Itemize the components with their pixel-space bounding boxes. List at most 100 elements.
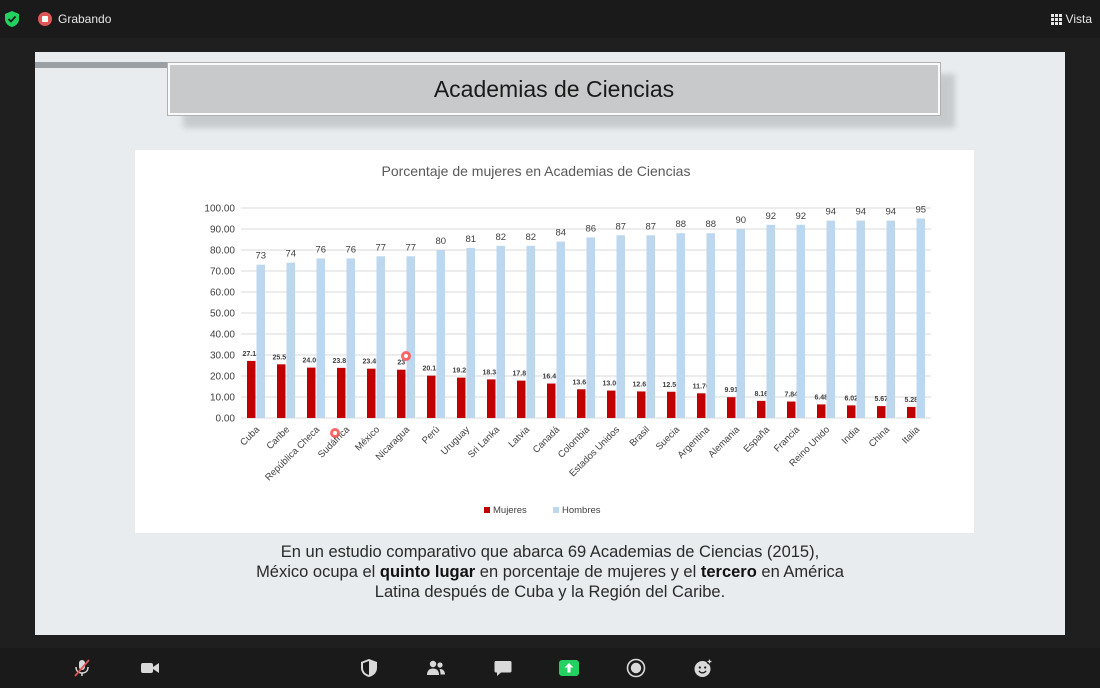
data-label-mujeres: 5.67	[874, 396, 888, 403]
bar-hombres	[526, 245, 535, 418]
data-label-mujeres: 7.84	[784, 392, 798, 399]
x-tick-label: Perú	[420, 424, 442, 446]
data-label-hombres: 94	[825, 207, 836, 218]
bar-mujeres	[847, 405, 856, 418]
pointer-marker-center	[404, 354, 408, 358]
bar-hombres	[316, 258, 325, 418]
caption-line-3: Latina después de Cuba y la Región del C…	[374, 583, 726, 601]
data-label-hombres: 87	[615, 221, 626, 232]
bar-hombres	[586, 237, 595, 418]
meeting-top-bar: Grabando Vista	[0, 0, 1100, 38]
data-label-hombres: 92	[795, 211, 806, 222]
data-label-mujeres: 11.76	[693, 383, 710, 390]
bar-mujeres	[487, 379, 496, 418]
bar-mujeres	[277, 364, 286, 418]
bar-mujeres	[397, 369, 406, 418]
chart-title: Porcentaje de mujeres en Academias de Ci…	[382, 163, 691, 179]
data-label-hombres: 88	[675, 219, 686, 230]
bar-mujeres	[727, 397, 736, 418]
bar-hombres	[916, 218, 925, 418]
x-tick-label: Brasil	[628, 424, 653, 449]
data-label-hombres: 94	[885, 207, 896, 218]
caption-text: México ocupa el	[256, 563, 380, 581]
bar-hombres	[676, 233, 685, 418]
data-label-mujeres: 19.23	[452, 368, 470, 375]
data-label-mujeres: 13.68	[572, 379, 590, 386]
bar-hombres	[646, 235, 655, 418]
bar-mujeres	[757, 400, 766, 418]
share-screen-icon[interactable]	[559, 658, 579, 678]
y-tick-label: 70.00	[210, 267, 235, 278]
data-label-hombres: 94	[855, 207, 866, 218]
pointer-marker-center	[333, 431, 337, 435]
caption-emphasis-tercero: tercero	[700, 563, 757, 581]
reactions-icon[interactable]	[693, 658, 713, 678]
bar-hombres	[736, 229, 745, 418]
legend-label-hombres: Hombres	[562, 505, 601, 516]
security-shield-icon[interactable]	[359, 658, 379, 678]
data-label-hombres: 84	[555, 228, 566, 239]
data-label-hombres: 76	[345, 244, 356, 255]
x-tick-label: España	[742, 424, 773, 455]
shield-icon[interactable]	[5, 11, 19, 27]
data-label-mujeres: 25.56	[272, 354, 290, 361]
x-tick-label: Sri Lanka	[466, 424, 503, 461]
y-tick-label: 20.00	[210, 372, 235, 383]
chat-icon[interactable]	[493, 658, 513, 678]
bar-hombres	[616, 235, 625, 418]
bar-hombres	[256, 264, 265, 418]
bar-mujeres	[607, 390, 616, 418]
bar-mujeres	[517, 380, 526, 418]
shared-screen-slide: Academias de Ciencias Porcentaje de muje…	[35, 52, 1065, 635]
y-tick-label: 40.00	[210, 330, 235, 341]
data-label-mujeres: 24.00	[302, 358, 320, 365]
video-camera-icon[interactable]	[140, 658, 160, 678]
bar-mujeres	[247, 360, 256, 418]
bar-mujeres	[817, 404, 826, 418]
bar-mujeres	[577, 389, 586, 418]
title-box: Academias de Ciencias	[168, 63, 940, 115]
recording-label[interactable]: Grabando	[58, 12, 112, 26]
caption-line-1: En un estudio comparativo que abarca 69 …	[280, 543, 820, 561]
participants-icon[interactable]	[426, 658, 446, 678]
grid-view-icon	[1050, 13, 1062, 25]
data-label-mujeres: 13.06	[602, 381, 620, 388]
data-label-mujeres: 18.38	[482, 369, 500, 376]
y-tick-label: 90.00	[210, 225, 235, 236]
record-icon[interactable]	[626, 658, 646, 678]
data-label-hombres: 74	[285, 249, 296, 260]
microphone-muted-icon[interactable]	[72, 658, 92, 678]
bar-mujeres	[457, 377, 466, 418]
caption-text: en porcentaje de mujeres y el	[475, 563, 701, 581]
x-tick-label: México	[353, 424, 382, 453]
bar-mujeres	[427, 375, 436, 418]
caption-emphasis-quinto: quinto lugar	[379, 563, 476, 581]
data-label-mujeres: 12.65	[632, 381, 650, 388]
data-label-hombres: 87	[645, 221, 656, 232]
data-label-mujeres: 16.41	[542, 374, 560, 381]
caption-line-2: México ocupa el quinto lugar en porcenta…	[35, 562, 1065, 582]
view-button[interactable]: Vista	[1050, 12, 1092, 26]
x-tick-label: Italia	[900, 424, 922, 446]
x-tick-label: Caribe	[265, 424, 293, 452]
data-label-hombres: 80	[435, 236, 446, 247]
bar-hombres	[856, 220, 865, 418]
data-label-mujeres: 8.16	[754, 391, 768, 398]
data-label-mujeres: 12.50	[662, 382, 680, 389]
bar-mujeres	[307, 367, 316, 418]
data-label-mujeres: 23	[397, 360, 405, 367]
bar-hombres	[826, 220, 835, 418]
data-label-hombres: 77	[405, 242, 416, 253]
data-label-hombres: 81	[465, 234, 476, 245]
bar-hombres	[556, 241, 565, 418]
title-accent-strip	[35, 62, 185, 68]
bar-mujeres	[337, 367, 346, 418]
recording-icon[interactable]	[38, 12, 52, 26]
y-tick-label: 30.00	[210, 351, 235, 362]
y-tick-label: 10.00	[210, 393, 235, 404]
data-label-hombres: 77	[375, 242, 386, 253]
bar-mujeres	[367, 368, 376, 418]
bar-mujeres	[877, 406, 886, 418]
bar-hombres	[496, 245, 505, 418]
x-tick-label: Cuba	[238, 424, 262, 448]
